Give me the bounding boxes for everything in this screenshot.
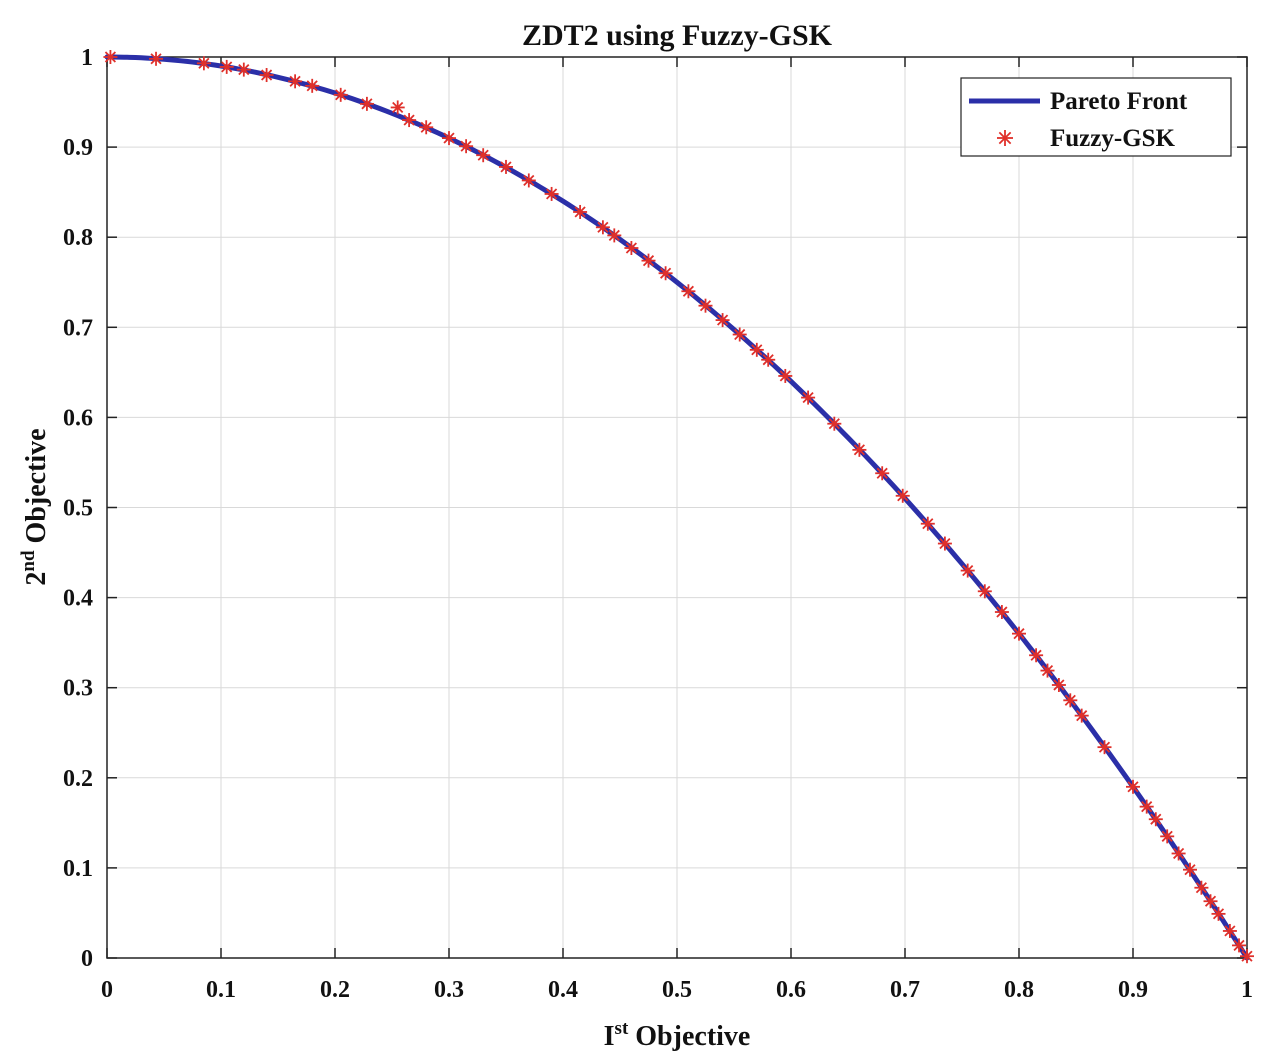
legend-pareto-front-label: Pareto Front	[1050, 88, 1188, 115]
data-point	[1126, 779, 1140, 794]
x-tick-label: 0.1	[206, 977, 236, 1003]
data-point	[624, 241, 639, 256]
data-point	[827, 416, 842, 431]
y-tick-label: 0.9	[63, 135, 93, 161]
y-tick-label: 0.2	[63, 766, 93, 792]
data-point	[749, 342, 764, 357]
data-point	[977, 584, 992, 599]
y-tick-label: 1	[81, 45, 93, 71]
data-point	[1029, 648, 1044, 663]
y-tick-label: 0.8	[63, 225, 93, 251]
legend-marker	[997, 130, 1013, 146]
data-point	[1040, 663, 1055, 678]
y-tick-label: 0.1	[63, 856, 93, 882]
legend: Pareto Front Fuzzy-GSK	[960, 77, 1232, 157]
y-tick-label: 0.5	[63, 496, 93, 522]
data-point	[778, 368, 793, 383]
data-point	[1012, 626, 1026, 641]
data-point	[521, 173, 536, 188]
y-tick-label: 0.6	[63, 405, 93, 431]
data-point	[1074, 708, 1089, 723]
data-point	[994, 605, 1009, 620]
data-point	[658, 266, 673, 281]
data-point	[333, 87, 348, 102]
data-point	[305, 78, 320, 93]
data-point	[715, 313, 730, 328]
data-point	[1139, 799, 1154, 814]
data-point	[459, 139, 474, 154]
y-axis-label: 2nd Objective	[18, 428, 52, 585]
data-point	[895, 488, 910, 503]
x-tick-label: 0.6	[776, 977, 806, 1003]
x-axis-label: Ist Objective	[604, 1018, 751, 1052]
x-tick-label: 0.7	[890, 977, 920, 1003]
data-point	[499, 159, 513, 174]
data-point	[402, 113, 417, 128]
legend-fuzzy-gsk-swatch	[997, 130, 1013, 146]
data-point	[390, 100, 405, 115]
legend-fuzzy-gsk-label: Fuzzy-GSK	[1050, 125, 1176, 152]
fuzzy-gsk-points	[103, 50, 1254, 964]
x-tick-labels: 0 0.1 0.2 0.3 0.4 0.5 0.6 0.7 0.8 0.9 1	[101, 977, 1253, 1003]
x-tick-label: 0.8	[1004, 977, 1034, 1003]
data-point	[103, 50, 118, 64]
data-point	[442, 131, 456, 146]
tick-marks	[106, 56, 1248, 959]
data-point	[875, 466, 890, 481]
data-point	[149, 51, 164, 66]
data-point	[476, 148, 491, 163]
y-tick-label: 0.4	[63, 586, 93, 612]
x-tick-label: 0.2	[320, 977, 350, 1003]
data-point	[1063, 693, 1078, 708]
data-point	[595, 220, 610, 235]
data-point	[1148, 812, 1163, 827]
data-point	[761, 352, 776, 367]
data-point	[1194, 880, 1209, 895]
chart-title: ZDT2 using Fuzzy-GSK	[522, 19, 833, 52]
x-tick-label: 0	[101, 977, 113, 1003]
data-point	[573, 204, 588, 219]
data-point	[732, 327, 747, 342]
x-tick-label: 0.9	[1118, 977, 1148, 1003]
data-point	[219, 59, 234, 74]
data-point	[1211, 906, 1226, 921]
data-point	[681, 284, 696, 299]
data-point	[1097, 740, 1112, 755]
data-point	[236, 62, 251, 77]
data-point	[1203, 894, 1218, 909]
data-point	[960, 563, 975, 578]
data-point	[641, 253, 656, 268]
data-point	[1222, 923, 1237, 938]
data-point	[937, 536, 952, 551]
data-point	[1171, 846, 1186, 861]
data-point	[1051, 677, 1066, 692]
data-point	[1183, 862, 1197, 877]
data-point	[259, 68, 274, 83]
data-point	[359, 96, 374, 111]
legend-box	[960, 77, 1232, 157]
y-tick-labels: 0 0.1 0.2 0.3 0.4 0.5 0.6 0.7 0.8 0.9 1	[63, 45, 93, 972]
data-point	[1232, 938, 1247, 953]
y-tick-label: 0.3	[63, 676, 93, 702]
data-point	[196, 56, 211, 71]
x-tick-label: 1	[1241, 977, 1253, 1003]
data-point	[801, 390, 816, 405]
x-tick-label: 0.5	[662, 977, 692, 1003]
data-point	[607, 228, 622, 243]
grid-lines	[107, 57, 1247, 958]
data-point	[852, 442, 867, 457]
y-tick-label: 0.7	[63, 315, 93, 341]
data-point	[698, 298, 713, 313]
x-tick-label: 0.3	[434, 977, 464, 1003]
data-point	[1240, 949, 1254, 964]
data-point	[419, 120, 434, 135]
data-point	[544, 186, 559, 201]
data-point	[1160, 829, 1175, 844]
data-point	[920, 516, 935, 531]
x-tick-label: 0.4	[548, 977, 578, 1003]
y-tick-label: 0	[81, 946, 93, 972]
data-point	[288, 74, 303, 89]
